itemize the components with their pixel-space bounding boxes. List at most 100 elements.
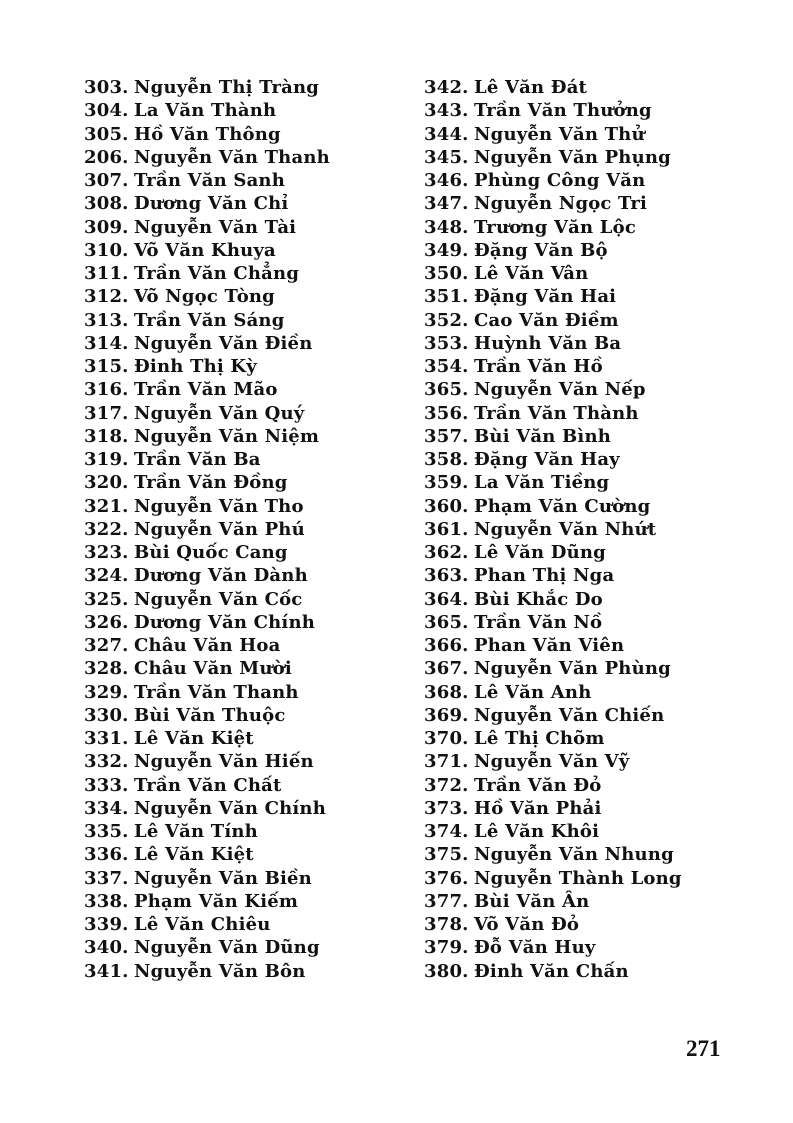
list-item: 378. Võ Văn Đỏ [424,913,682,936]
list-item: 328. Châu Văn Mười [84,657,330,680]
entry-name: Nguyễn Văn Điền [134,332,313,354]
entry-number: 372. [424,774,469,796]
list-item: 346. Phùng Công Văn [424,169,682,192]
list-item: 305. Hồ Văn Thông [84,123,330,146]
entry-name: Nguyễn Văn Thử [474,123,645,145]
list-item: 340. Nguyễn Văn Dũng [84,936,330,959]
list-item: 370. Lê Thị Chõm [424,727,682,750]
entry-number: 312. [84,286,129,308]
entry-name: Bùi Văn Bình [474,425,612,447]
list-item: 330. Bùi Văn Thuộc [84,704,330,727]
entry-number: 357. [424,425,469,447]
entry-name: Trần Văn Chẳng [134,263,300,284]
entry-number: 379. [424,937,469,959]
entry-number: 373. [424,797,469,819]
list-item: 379. Đỗ Văn Huy [424,936,682,959]
list-item: 366. Phan Văn Viên [424,634,682,657]
entry-number: 314. [84,332,129,354]
entry-name: Huỳnh Văn Ba [474,332,622,354]
list-item: 323. Bùi Quốc Cang [84,541,330,564]
entry-name: Nguyễn Văn Phụng [474,146,671,168]
entry-name: Đỗ Văn Huy [474,937,596,959]
entry-name: Trần Văn Đỏ [474,774,602,796]
list-item: 310. Võ Văn Khuya [84,239,330,262]
list-item: 371. Nguyễn Văn Vỹ [424,750,682,773]
entry-number: 360. [424,495,469,517]
entry-number: 346. [424,170,469,191]
entry-number: 330. [84,704,129,726]
entry-number: 362. [424,542,469,563]
list-item: 312. Võ Ngọc Tòng [84,285,330,308]
entry-name: Đinh Thị Kỳ [134,356,257,377]
entry-name: Nguyễn Văn Phú [134,518,305,540]
list-item: 351. Đặng Văn Hai [424,285,682,308]
list-item: 376. Nguyễn Thành Long [424,867,682,890]
list-item: 342. Lê Văn Đát [424,76,682,99]
entry-number: 365. [424,611,469,633]
list-item: 374. Lê Văn Khôi [424,820,682,843]
list-item: 347. Nguyễn Ngọc Tri [424,192,682,215]
entry-name: Dương Văn Chính [134,611,316,633]
entry-number: 378. [424,914,469,935]
entry-name: Lê Văn Kiệt [134,728,254,749]
list-item: 307. Trần Văn Sanh [84,169,330,192]
entry-name: Lê Văn Anh [474,681,592,703]
list-item: 373. Hồ Văn Phải [424,797,682,820]
list-item: 359. La Văn Tiềng [424,471,682,494]
list-item: 320. Trần Văn Đồng [84,471,330,494]
entry-number: 340. [84,937,129,959]
entry-number: 345. [424,146,469,168]
entry-number: 348. [424,216,469,238]
entry-number: 338. [84,890,129,912]
list-item: 318. Nguyễn Văn Niệm [84,425,330,448]
entry-name: Lê Văn Chiêu [134,914,271,935]
entry-name: Nguyễn Văn Nhung [474,844,674,866]
entry-name: Võ Văn Khuya [134,239,276,261]
entry-name: Trần Văn Mão [134,379,278,401]
entry-name: Lê Văn Vân [474,263,589,284]
list-item: 322. Nguyễn Văn Phú [84,518,330,541]
name-list-right-column: 342. Lê Văn Đát 343. Trần Văn Thưởng 344. Ngu… [424,76,682,983]
entry-name: Lê Văn Kiệt [134,844,254,866]
list-item: 363. Phan Thị Nga [424,564,682,587]
entry-name: Nguyễn Thành Long [474,867,682,889]
entry-number: 349. [424,239,469,261]
list-item: 324. Dương Văn Dành [84,564,330,587]
entry-name: Châu Văn Hoa [134,635,281,656]
entry-name: Nguyễn Văn Vỹ [474,751,630,773]
entry-name: Lê Văn Tính [134,821,258,842]
entry-name: Lê Văn Khôi [474,821,600,842]
list-item: 345. Nguyễn Văn Phụng [424,146,682,169]
entry-number: 320. [84,472,129,494]
entry-name: Nguyễn Văn Quý [134,402,305,424]
entry-name: Nguyễn Văn Nếp [474,379,646,401]
entry-number: 317. [84,402,129,424]
entry-number: 364. [424,588,469,610]
entry-number: 339. [84,914,129,935]
entry-number: 334. [84,797,129,819]
entry-name: Trần Văn Thành [474,402,639,424]
entry-number: 309. [84,216,129,238]
entry-number: 337. [84,867,129,889]
entry-number: 371. [424,751,469,773]
list-item: 361. Nguyễn Văn Nhứt [424,518,682,541]
entry-number: 206. [84,146,129,168]
list-item: 350. Lê Văn Vân [424,262,682,285]
entry-name: Nguyễn Văn Cốc [134,588,303,610]
entry-number: 332. [84,751,129,773]
entry-name: Đinh Văn Chấn [474,960,629,982]
entry-name: Nguyễn Văn Tho [134,495,304,517]
entry-number: 326. [84,611,129,633]
list-item: 319. Trần Văn Ba [84,448,330,471]
entry-number: 321. [84,495,129,517]
list-item: 314. Nguyễn Văn Điền [84,332,330,355]
list-item: 360. Phạm Văn Cường [424,495,682,518]
entry-name: Trần Văn Thưởng [474,100,652,122]
list-item: 358. Đặng Văn Hay [424,448,682,471]
entry-number: 358. [424,449,469,470]
entry-name: Trần Văn Hồ [474,356,603,377]
entry-name: Trương Văn Lộc [474,216,637,238]
entry-number: 307. [84,170,129,191]
entry-number: 366. [424,635,469,656]
entry-name: Lê Văn Dũng [474,542,606,563]
